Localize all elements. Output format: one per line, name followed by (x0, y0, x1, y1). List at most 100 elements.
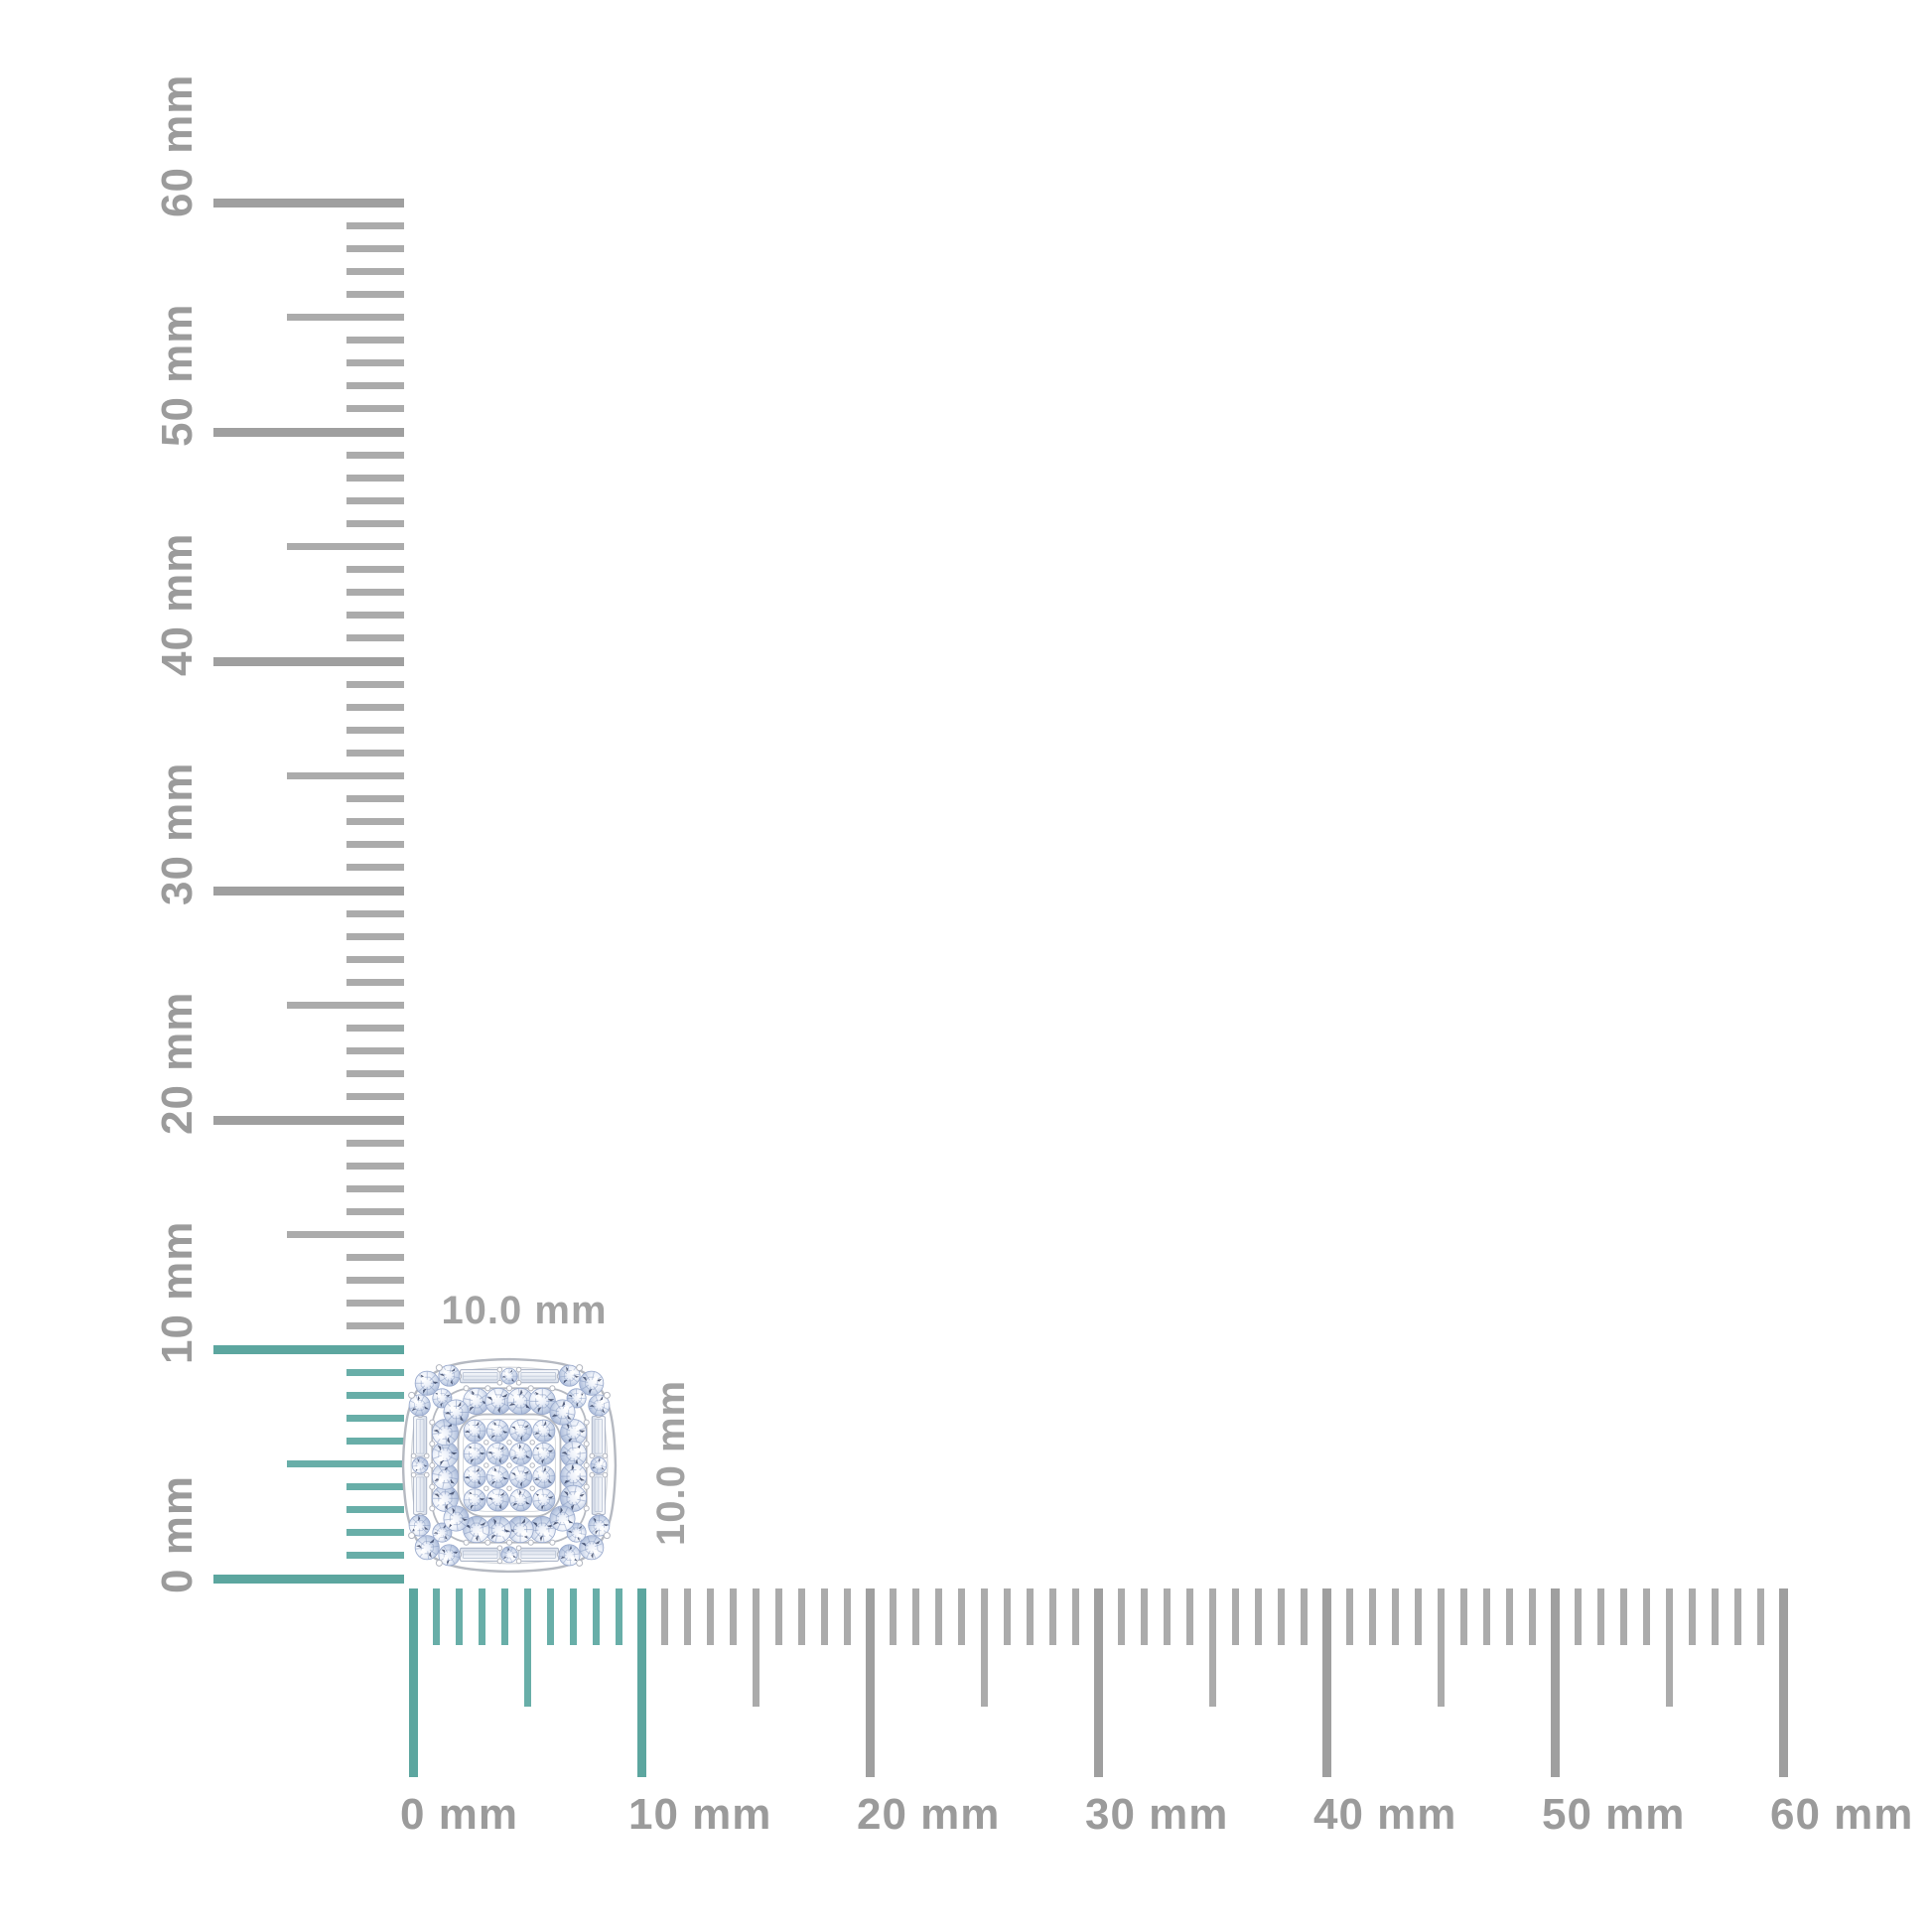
ruler-tick (820, 1588, 828, 1645)
ruler-tick (1596, 1588, 1604, 1645)
ruler-label-h-10: 10 mm (628, 1790, 772, 1839)
ruler-label-v-40: 40 mm (153, 532, 202, 676)
ruler-tick (1071, 1588, 1079, 1645)
ruler-tick (346, 589, 404, 597)
ruler-tick (346, 749, 404, 757)
ruler-tick (843, 1588, 851, 1645)
ruler-tick (1711, 1588, 1719, 1645)
ruler-tick-major (213, 1344, 404, 1354)
ruler-tick (980, 1588, 988, 1707)
ruler-tick (660, 1588, 668, 1645)
ruler-tick (346, 932, 404, 940)
ruler-label-h-20: 20 mm (857, 1790, 1001, 1839)
ruler-tick (346, 909, 404, 917)
ruler-tick (346, 1552, 404, 1560)
ruler-tick (1003, 1588, 1011, 1645)
ruler-tick-major (213, 1574, 404, 1584)
ruler-tick (287, 772, 404, 779)
ruler-tick (1414, 1588, 1422, 1645)
ruler-tick (346, 726, 404, 734)
ruler-tick (797, 1588, 805, 1645)
ruler-tick (346, 451, 404, 459)
ruler-tick (346, 1437, 404, 1445)
ruler-tick (287, 1002, 404, 1009)
ruler-tick (1619, 1588, 1627, 1645)
ruler-tick (346, 1184, 404, 1192)
ruler-tick (592, 1588, 600, 1645)
ruler-tick (346, 1025, 404, 1033)
ruler-tick (1300, 1588, 1308, 1645)
ruler-tick (569, 1588, 577, 1645)
ruler-tick (346, 1139, 404, 1147)
ruler-tick (615, 1588, 622, 1645)
ruler-tick (346, 680, 404, 688)
ruler-tick (346, 795, 404, 803)
ruler-tick (346, 290, 404, 298)
ruler-label-h-60: 60 mm (1770, 1790, 1914, 1839)
ruler-tick (1574, 1588, 1582, 1645)
ruler-tick (346, 612, 404, 620)
ruler-tick (546, 1588, 554, 1645)
ruler-tick-major (213, 1115, 404, 1125)
item-width-label: 10.0 mm (441, 1289, 608, 1332)
ruler-tick (432, 1588, 440, 1645)
ruler-tick (346, 1277, 404, 1285)
ruler-tick-major (213, 886, 404, 896)
ruler-tick (1026, 1588, 1034, 1645)
ruler-tick (683, 1588, 691, 1645)
ruler-tick (1665, 1588, 1673, 1707)
ruler-tick (523, 1588, 531, 1707)
ruler-tick (346, 1529, 404, 1537)
product-image (401, 1357, 618, 1574)
ruler-tick (346, 221, 404, 229)
ruler-tick-major (213, 427, 404, 437)
ruler-tick (1688, 1588, 1696, 1645)
item-height-label: 10.0 mm (649, 1379, 693, 1546)
ruler-tick (934, 1588, 942, 1645)
ruler-tick (1505, 1588, 1513, 1645)
ruler-tick (346, 244, 404, 252)
ruler-tick (346, 1414, 404, 1422)
ruler-tick (346, 359, 404, 367)
ruler-tick-major (1778, 1588, 1788, 1777)
ruler-tick (1345, 1588, 1353, 1645)
ruler-tick (346, 1483, 404, 1491)
ruler-tick (346, 267, 404, 275)
ruler-tick (774, 1588, 782, 1645)
ruler-tick-major (213, 198, 404, 207)
ruler-tick (1482, 1588, 1490, 1645)
ruler-tick (346, 703, 404, 711)
ruler-tick (1117, 1588, 1125, 1645)
ruler-tick-major (1093, 1588, 1103, 1777)
ruler-tick (346, 474, 404, 482)
ruler-tick (1391, 1588, 1399, 1645)
ruler-label-v-0: 0 mm (153, 1475, 202, 1593)
ruler-tick (455, 1588, 463, 1645)
ruler-tick (346, 337, 404, 345)
ruler-tick (346, 566, 404, 574)
ruler-tick (346, 1506, 404, 1514)
ruler-tick (1048, 1588, 1056, 1645)
ruler-tick (1459, 1588, 1467, 1645)
ruler-tick (346, 1207, 404, 1215)
ruler-tick (346, 1093, 404, 1101)
ruler-tick (889, 1588, 897, 1645)
ruler-label-v-30: 30 mm (153, 761, 202, 905)
ruler-tick (729, 1588, 737, 1645)
ruler-tick (1140, 1588, 1148, 1645)
ruler-tick (346, 1254, 404, 1262)
ruler-label-v-20: 20 mm (153, 991, 202, 1135)
ruler-label-v-50: 50 mm (153, 303, 202, 447)
ruler-tick (1437, 1588, 1445, 1707)
ruler-label-v-60: 60 mm (153, 73, 202, 217)
ruler-tick (287, 1231, 404, 1238)
ruler-tick (287, 1460, 404, 1467)
ruler-tick (500, 1588, 508, 1645)
ruler-tick (346, 1162, 404, 1170)
ruler-tick (287, 543, 404, 550)
ruler-label-h-40: 40 mm (1313, 1790, 1457, 1839)
ruler-tick (346, 1047, 404, 1055)
ruler-label-v-10: 10 mm (153, 1220, 202, 1364)
ruler-tick (1254, 1588, 1262, 1645)
